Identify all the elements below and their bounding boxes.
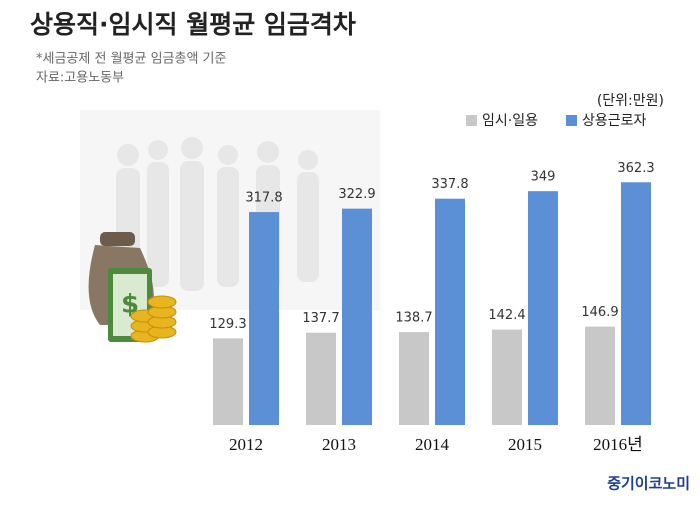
bar [492,329,522,425]
bar [342,208,372,425]
bar [399,332,429,425]
value-label: 138.7 [395,311,432,326]
footer-brand: 중기이코노미 [607,475,690,493]
money-icon: $ [88,232,177,343]
bar [213,338,243,425]
bar [621,182,651,425]
chart-title: 상용직·임시직 월평균 임금격차 [30,10,356,39]
value-label: 142.4 [488,308,525,323]
legend-swatch [466,115,477,126]
legend-label: 상용근로자 [582,113,647,129]
value-label: 322.9 [338,187,375,202]
x-tick-label: 2012 [229,435,263,454]
value-label: 337.8 [431,177,468,192]
subtitle: *세금공제 전 월평균 임금총액 기준 [36,52,227,67]
bar [585,326,615,425]
x-tick-label: 2014 [415,435,450,454]
value-label: 146.9 [581,305,618,320]
bar [435,198,465,425]
value-label: 129.3 [209,317,246,332]
bar [249,212,279,425]
x-tick-label: 2013 [322,435,356,454]
x-tick-label: 2016년 [593,435,643,454]
value-label: 137.7 [302,311,339,326]
bar [528,191,558,425]
source: 자료:고용노동부 [36,71,124,86]
value-label: 317.8 [245,191,282,206]
value-label: 349 [531,170,556,185]
legend-swatch [566,115,577,126]
unit-label: (단위:만원) [597,93,664,109]
bar [306,332,336,425]
x-tick-label: 2015 [508,435,542,454]
value-label: 362.3 [617,161,654,176]
legend-label: 임시·일용 [482,113,538,129]
